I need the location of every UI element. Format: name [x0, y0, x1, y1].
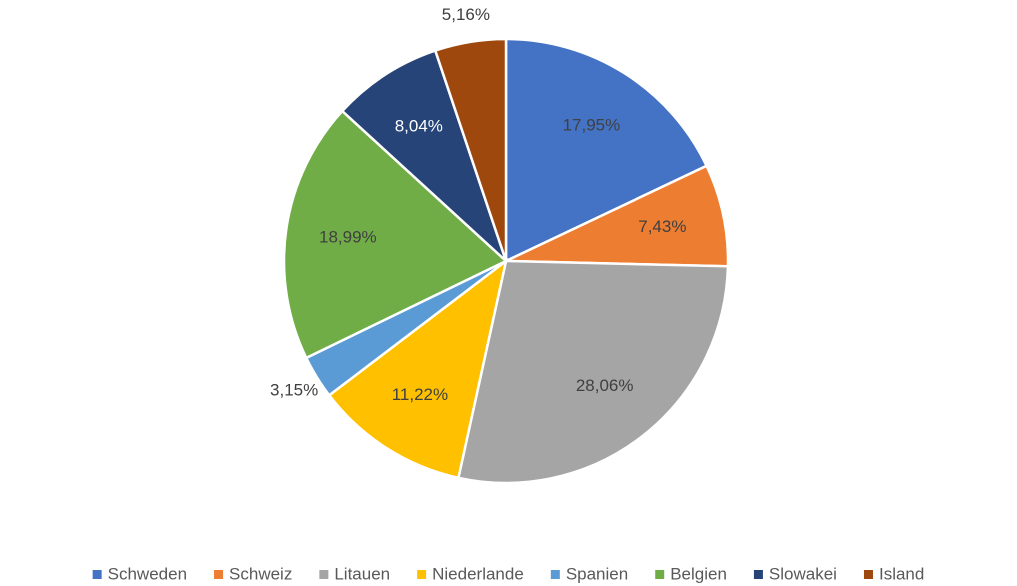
- legend-swatch: [655, 570, 665, 579]
- legend-swatch: [92, 570, 102, 579]
- data-label: 7,43%: [638, 217, 686, 236]
- legend-label: Island: [879, 564, 924, 583]
- legend-swatch: [550, 570, 560, 579]
- data-label: 3,15%: [270, 381, 318, 400]
- legend-swatch: [863, 570, 873, 579]
- data-label: 5,16%: [442, 5, 490, 24]
- data-label: 18,99%: [319, 227, 377, 246]
- pie-slice: [340, 48, 508, 262]
- legend-swatch: [214, 570, 224, 579]
- pie-slice: [456, 259, 730, 485]
- legend-label: Niederlande: [432, 564, 524, 583]
- data-label: 17,95%: [563, 115, 621, 134]
- data-label: 11,22%: [392, 385, 448, 404]
- legend-swatch: [319, 570, 329, 579]
- pie-slice: [504, 37, 709, 263]
- legend-swatch: [753, 570, 763, 579]
- pie-slice: [282, 109, 509, 360]
- pie-slice: [505, 164, 730, 268]
- legend-label: Belgien: [670, 564, 727, 583]
- data-label: 28,06%: [576, 376, 634, 395]
- data-label: 8,04%: [395, 117, 443, 136]
- legend-label: Litauen: [334, 564, 390, 583]
- legend-label: Schweden: [108, 564, 187, 583]
- legend-swatch: [417, 570, 427, 579]
- pie-slice: [433, 37, 508, 262]
- pie-slice: [327, 257, 508, 480]
- legend-label: Slowakei: [769, 564, 837, 583]
- legend-label: Spanien: [566, 564, 628, 583]
- legend-label: Schweiz: [229, 564, 292, 583]
